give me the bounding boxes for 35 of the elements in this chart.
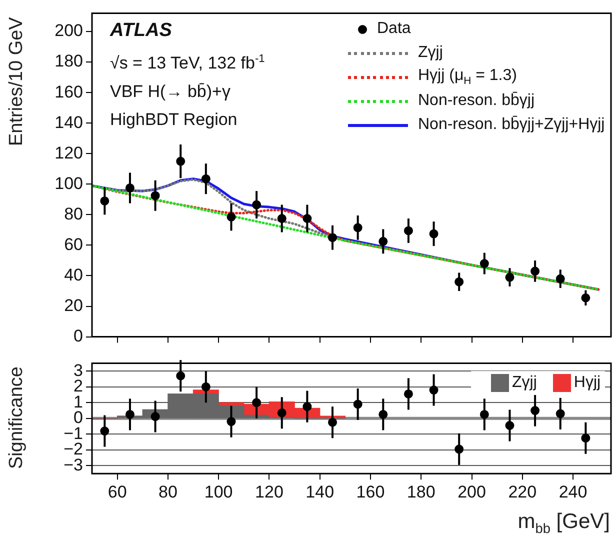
x-tick-label: 180 xyxy=(406,482,436,502)
legend-label: Hγjj xyxy=(574,374,601,392)
y-tick-label: 140 xyxy=(54,112,83,132)
y-tick-label: 180 xyxy=(54,52,83,71)
legend-label: Hγjj (μ$_{H}$ = 1.3) xyxy=(418,67,517,88)
x-tick-label: 100 xyxy=(204,482,233,502)
y-tick-label: 0 xyxy=(74,326,83,346)
y-tick-label: 20 xyxy=(64,296,83,315)
x-tick-label: 220 xyxy=(508,482,537,502)
y-tick-label: 60 xyxy=(64,234,83,254)
x-tick-label: 140 xyxy=(306,482,334,502)
annotation: √s = 13 TeV, 132 fb$^{-1}$ xyxy=(110,52,265,75)
legend-label: Data xyxy=(377,20,411,38)
y-tick-label: 100 xyxy=(54,174,83,193)
x-tick-label: 160 xyxy=(356,482,385,502)
legend-label: Zγjj xyxy=(418,44,443,62)
legend-label: Non-reson. bb̄γjj+Zγjj+Hγjj xyxy=(418,116,605,134)
annotation: HighBDT Region xyxy=(110,108,238,131)
legend-label: Non-reson. bb̄γjj xyxy=(418,92,534,110)
y-tick-label: 40 xyxy=(64,265,83,284)
annotation: VBF H(→ bb̄)+γ xyxy=(110,80,232,103)
y-axis-title: Significance xyxy=(6,366,28,470)
y-tick-label: 160 xyxy=(54,82,83,102)
x-tick-label: 240 xyxy=(558,482,588,502)
x-tick-label: 200 xyxy=(458,482,486,502)
x-axis-title: m$_{bb}$ [GeV] xyxy=(518,510,610,536)
y-tick-label: 120 xyxy=(54,143,83,162)
x-tick-label: 60 xyxy=(108,482,127,502)
x-tick-label: 80 xyxy=(158,482,178,502)
annotation: ATLAS xyxy=(110,19,173,44)
legend-label: Zγjj xyxy=(512,374,537,392)
y-tick-label: 200 xyxy=(54,21,83,40)
x-tick-label: 120 xyxy=(255,482,284,502)
y-tick-label: 80 xyxy=(64,204,83,224)
y-axis-title: Entries/10 GeV xyxy=(6,17,28,146)
